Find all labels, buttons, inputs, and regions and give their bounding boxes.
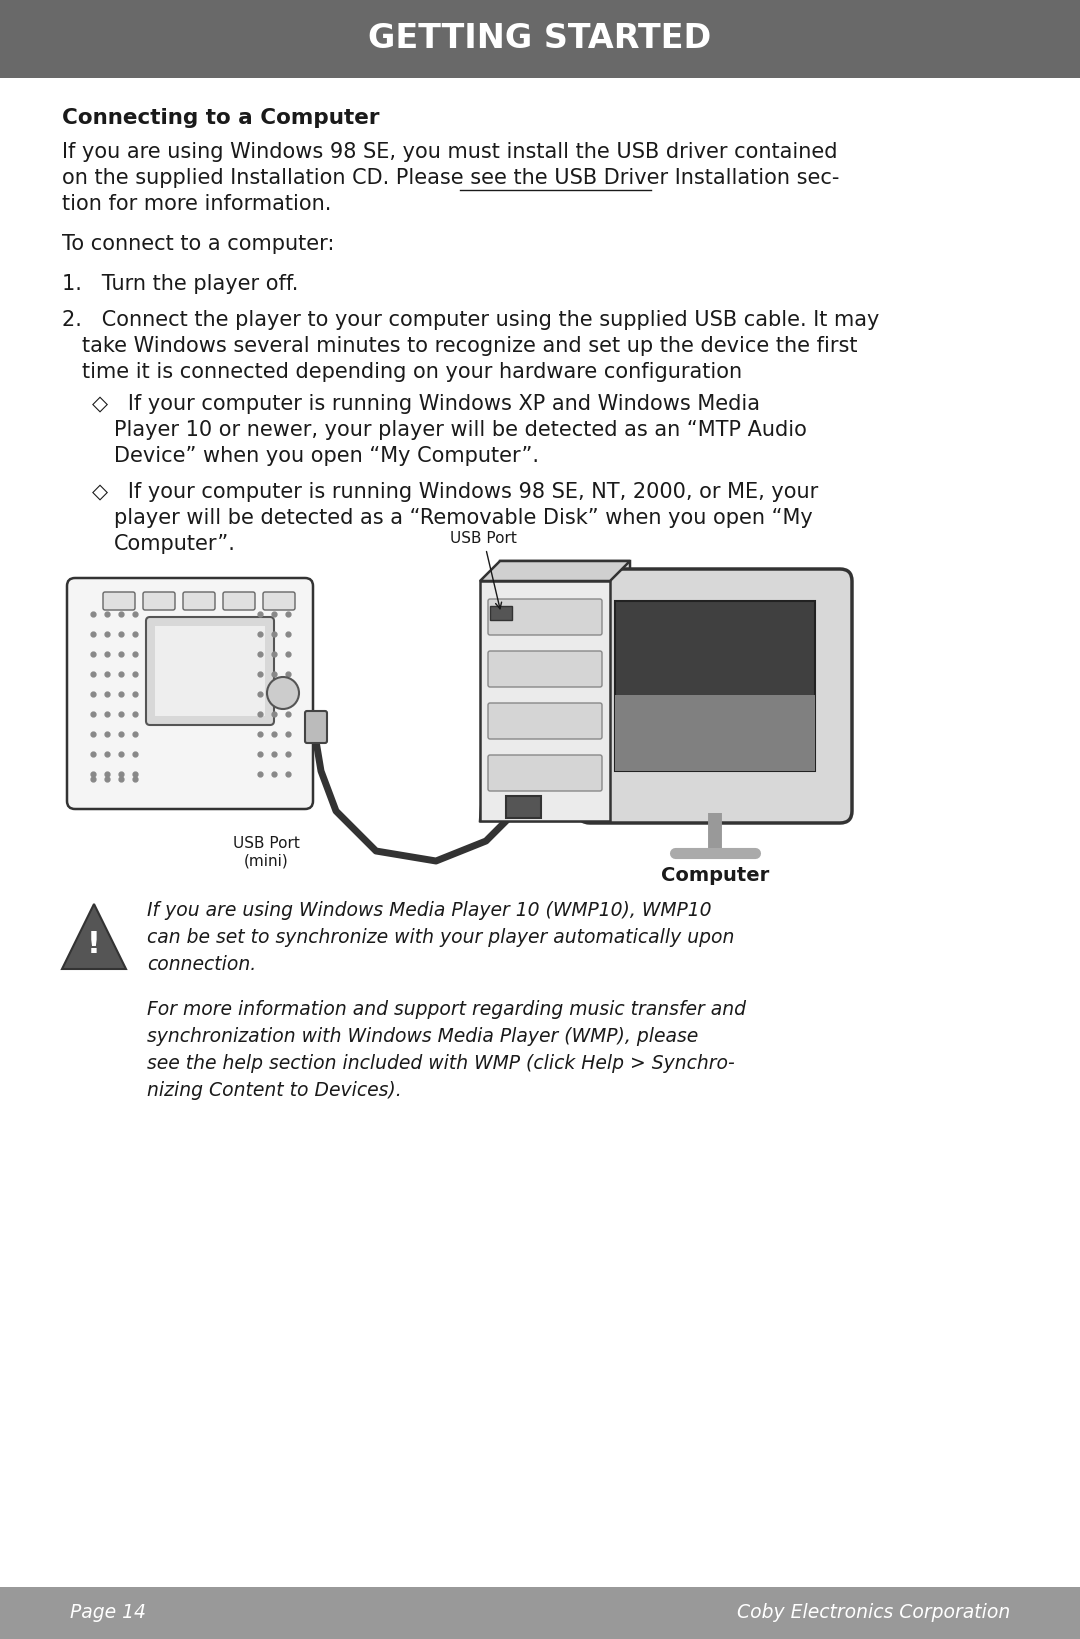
Text: USB Port: USB Port bbox=[450, 531, 517, 608]
Text: Page 14: Page 14 bbox=[70, 1603, 146, 1623]
Text: ◇   If your computer is running Windows XP and Windows Media: ◇ If your computer is running Windows XP… bbox=[92, 393, 760, 415]
Polygon shape bbox=[480, 561, 630, 821]
Text: tion for more information.: tion for more information. bbox=[62, 193, 332, 215]
FancyBboxPatch shape bbox=[183, 592, 215, 610]
Text: Connecting to a Computer: Connecting to a Computer bbox=[62, 108, 379, 128]
Bar bbox=[480, 580, 610, 821]
FancyBboxPatch shape bbox=[488, 651, 602, 687]
Text: see the help section included with WMP (click Help > Synchro-: see the help section included with WMP (… bbox=[147, 1054, 734, 1074]
FancyBboxPatch shape bbox=[488, 703, 602, 739]
Text: USB Port
(mini): USB Port (mini) bbox=[232, 836, 299, 869]
FancyBboxPatch shape bbox=[156, 626, 265, 716]
FancyBboxPatch shape bbox=[103, 592, 135, 610]
Text: ◇   If your computer is running Windows 98 SE, NT, 2000, or ME, your: ◇ If your computer is running Windows 98… bbox=[92, 482, 819, 502]
FancyBboxPatch shape bbox=[222, 592, 255, 610]
Text: Player 10 or newer, your player will be detected as an “MTP Audio: Player 10 or newer, your player will be … bbox=[114, 420, 807, 439]
Text: synchronization with Windows Media Player (WMP), please: synchronization with Windows Media Playe… bbox=[147, 1028, 699, 1046]
Text: GETTING STARTED: GETTING STARTED bbox=[368, 23, 712, 56]
Text: on the supplied Installation CD. Please see the USB Driver Installation sec-: on the supplied Installation CD. Please … bbox=[62, 169, 839, 188]
Text: take Windows several minutes to recognize and set up the device the first: take Windows several minutes to recogniz… bbox=[82, 336, 858, 356]
FancyBboxPatch shape bbox=[507, 797, 541, 818]
Text: player will be detected as a “Removable Disk” when you open “My: player will be detected as a “Removable … bbox=[114, 508, 813, 528]
Text: 1.   Turn the player off.: 1. Turn the player off. bbox=[62, 274, 298, 293]
Text: 2.   Connect the player to your computer using the supplied USB cable. It may: 2. Connect the player to your computer u… bbox=[62, 310, 879, 329]
Text: connection.: connection. bbox=[147, 956, 256, 974]
Text: time it is connected depending on your hardware configuration: time it is connected depending on your h… bbox=[82, 362, 742, 382]
Text: nizing Content to Devices).: nizing Content to Devices). bbox=[147, 1082, 402, 1100]
FancyBboxPatch shape bbox=[578, 569, 852, 823]
Text: Computer”.: Computer”. bbox=[114, 534, 235, 554]
Text: can be set to synchronize with your player automatically upon: can be set to synchronize with your play… bbox=[147, 928, 734, 947]
Text: Computer: Computer bbox=[661, 865, 769, 885]
Bar bbox=[0, 1587, 1080, 1639]
Polygon shape bbox=[480, 561, 630, 580]
Bar bbox=[0, 0, 1080, 79]
Bar bbox=[615, 602, 815, 770]
Circle shape bbox=[267, 677, 299, 710]
FancyBboxPatch shape bbox=[146, 616, 274, 724]
Text: Coby Electronics Corporation: Coby Electronics Corporation bbox=[737, 1603, 1010, 1623]
Bar bbox=[615, 695, 815, 770]
Text: For more information and support regarding music transfer and: For more information and support regardi… bbox=[147, 1000, 746, 1019]
FancyBboxPatch shape bbox=[143, 592, 175, 610]
FancyBboxPatch shape bbox=[305, 711, 327, 742]
Polygon shape bbox=[62, 905, 126, 969]
FancyBboxPatch shape bbox=[67, 579, 313, 810]
Text: If you are using Windows Media Player 10 (WMP10), WMP10: If you are using Windows Media Player 10… bbox=[147, 901, 712, 919]
Text: If you are using Windows 98 SE, you must install the USB driver contained: If you are using Windows 98 SE, you must… bbox=[62, 143, 837, 162]
FancyBboxPatch shape bbox=[264, 592, 295, 610]
Text: Device” when you open “My Computer”.: Device” when you open “My Computer”. bbox=[114, 446, 539, 465]
FancyBboxPatch shape bbox=[490, 606, 512, 620]
FancyBboxPatch shape bbox=[488, 756, 602, 792]
Text: !: ! bbox=[87, 929, 100, 959]
Text: To connect to a computer:: To connect to a computer: bbox=[62, 234, 335, 254]
FancyBboxPatch shape bbox=[488, 598, 602, 634]
